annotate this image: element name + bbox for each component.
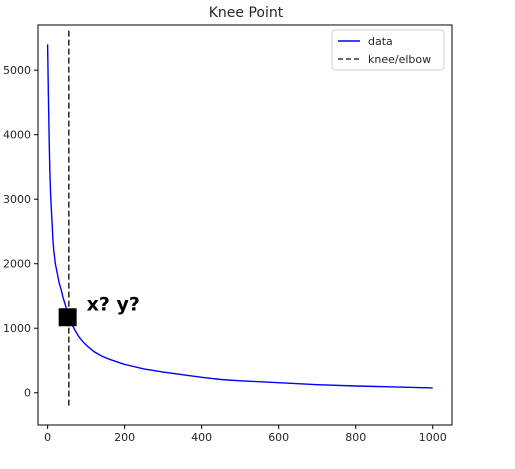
chart-title: Knee Point [209,5,284,21]
x-tick-label: 600 [268,431,289,444]
y-tick-label: 3000 [3,193,31,206]
x-tick-label: 400 [191,431,212,444]
plot-area [46,28,433,406]
x-tick-label: 0 [44,431,51,444]
plot-frame [37,24,453,426]
y-tick-label: 1000 [3,322,31,335]
legend-box [331,29,445,71]
x-tick-label: 800 [345,431,366,444]
legend-label: data [368,35,393,48]
x-tick-label: 200 [114,431,135,444]
data-line [46,44,433,389]
annotation-marker [58,308,77,327]
x-tick-label: 1000 [419,431,447,444]
legend: data knee/elbow [331,29,445,71]
y-tick-label: 0 [24,387,31,400]
annotation-group: x? y? [58,293,140,327]
legend-label: knee/elbow [368,53,431,66]
annotation-text: x? y? [87,293,140,315]
y-tick-label: 2000 [3,258,31,271]
y-tick-label: 4000 [3,129,31,142]
y-tick-label: 5000 [3,64,31,77]
axes: 0 200 400 600 800 1000 0 1000 2000 3000 4000 5000 [3,24,453,444]
